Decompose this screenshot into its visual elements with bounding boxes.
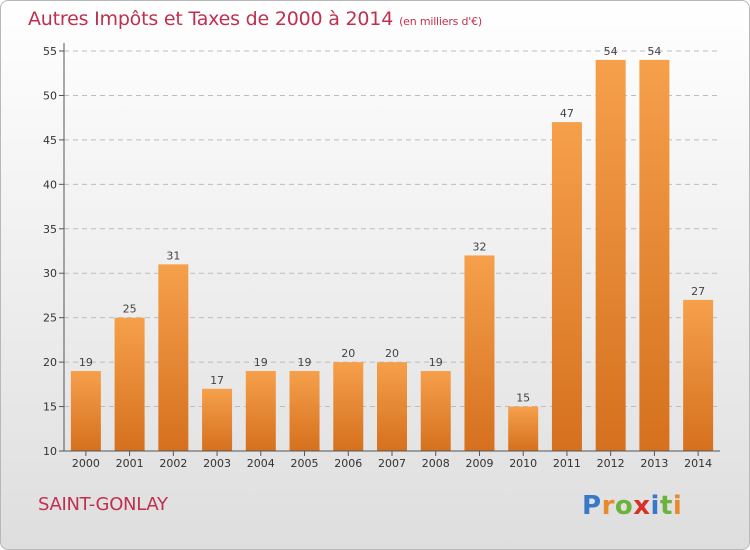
bar-value-label: 20 (385, 347, 399, 360)
y-tick-label: 35 (43, 223, 57, 236)
x-tick-label: 2001 (116, 457, 144, 470)
logo-letter: r (601, 491, 615, 521)
bar-2011 (551, 122, 582, 451)
bar-2002 (158, 264, 189, 451)
bars: 19 25 31 17 19 19 20 20 19 32 15 47 54 54 27 (70, 45, 714, 452)
chart-title-unit: (en milliers d'€) (399, 15, 482, 28)
proxiti-logo: Proxiti (582, 491, 682, 521)
bar-2008 (420, 371, 451, 451)
bar-value-label: 47 (560, 107, 574, 120)
x-tick-label: 2004 (247, 457, 275, 470)
bar-value-label: 19 (429, 356, 443, 369)
bar-value-label: 27 (691, 285, 705, 298)
bar-2007 (377, 362, 407, 451)
y-tick-label: 45 (43, 134, 57, 147)
x-tick-label: 2008 (422, 457, 450, 470)
bar-2004 (245, 371, 276, 451)
x-tick-label: 2014 (684, 457, 712, 470)
bar-2000 (70, 371, 101, 451)
bar-2003 (202, 388, 233, 451)
x-tick-label: 2005 (291, 457, 319, 470)
x-tick-label: 2011 (553, 457, 581, 470)
bar-2009 (464, 255, 495, 451)
x-tick-label: 2010 (509, 457, 537, 470)
x-tick-label: 2009 (465, 457, 493, 470)
bar-2013 (639, 59, 670, 452)
x-tick-label: 2006 (334, 457, 362, 470)
bar-value-label: 19 (298, 356, 312, 369)
x-tick-label: 2007 (378, 457, 406, 470)
x-tick-label: 2012 (597, 457, 625, 470)
y-tick-label: 30 (43, 267, 57, 280)
y-tick-label: 55 (43, 45, 57, 58)
bar-value-label: 19 (254, 356, 268, 369)
bar-value-label: 31 (166, 249, 180, 262)
logo-letter: o (614, 491, 634, 521)
y-tick-label: 10 (43, 445, 57, 458)
bar-value-label: 32 (472, 240, 486, 253)
commune-name: SAINT-GONLAY (38, 494, 168, 515)
bar-2010 (508, 406, 539, 451)
logo-letter: x (633, 491, 651, 521)
logo-letter: t (659, 491, 673, 521)
bar-value-label: 19 (79, 356, 93, 369)
bar-2014 (683, 299, 714, 451)
y-tick-label: 50 (43, 89, 57, 102)
bar-value-label: 54 (604, 45, 618, 58)
bar-2005 (289, 371, 320, 451)
y-tick-label: 25 (43, 312, 57, 325)
bar-2006 (333, 362, 364, 451)
bar-2012 (595, 59, 626, 452)
logo-letter: i (672, 491, 683, 521)
x-tick-label: 2000 (72, 457, 100, 470)
logo-letter: P (582, 491, 602, 521)
bar-value-label: 25 (123, 303, 137, 316)
y-tick-label: 15 (43, 401, 57, 414)
x-tick-label: 2003 (203, 457, 231, 470)
bar-value-label: 17 (210, 374, 224, 387)
y-tick-label: 40 (43, 178, 57, 191)
bar-value-label: 20 (341, 347, 355, 360)
x-tick-label: 2002 (159, 457, 187, 470)
y-tick-label: 20 (43, 356, 57, 369)
logo-letter: i (650, 491, 660, 521)
chart-title-main: Autres Impôts et Taxes de 2000 à 2014 (28, 8, 394, 30)
chart-title: Autres Impôts et Taxes de 2000 à 2014 (en… (28, 8, 482, 30)
bar-value-label: 15 (516, 392, 530, 405)
bar-value-label: 54 (647, 45, 661, 58)
axes: 10 15 20 25 30 35 40 45 50 55 2000 2001 2002 2003 2004… (43, 43, 720, 470)
bar-2001 (114, 317, 145, 451)
x-tick-label: 2013 (640, 457, 668, 470)
